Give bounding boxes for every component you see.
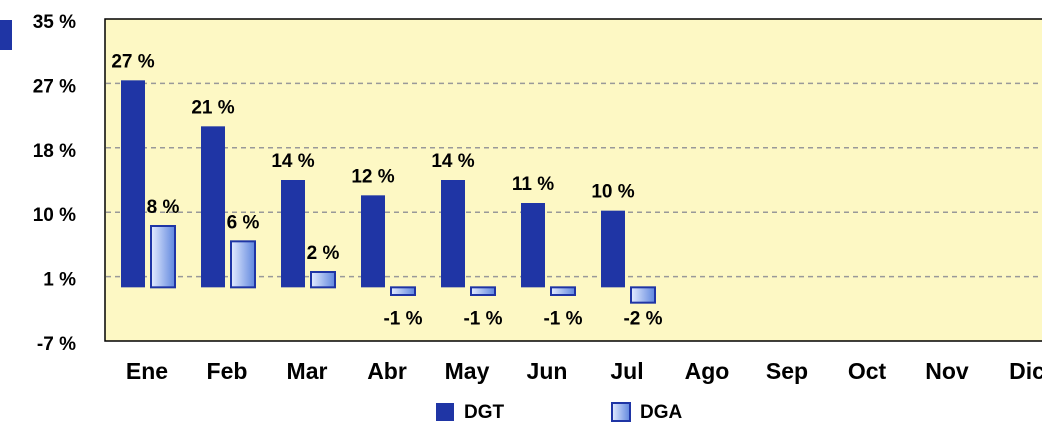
- x-tick-label: Ago: [685, 358, 730, 384]
- legend-edge: [0, 20, 12, 50]
- data-label: 14 %: [431, 151, 474, 172]
- bar: [121, 80, 145, 288]
- y-tick-label: 27 %: [33, 76, 76, 97]
- data-label: -1 %: [543, 308, 582, 329]
- bar: [150, 225, 176, 289]
- data-label: 8 %: [147, 197, 180, 218]
- bar: [521, 203, 545, 288]
- bar: [550, 286, 576, 297]
- bar: [201, 126, 225, 288]
- bar: [441, 180, 465, 288]
- x-tick-label: Oct: [848, 358, 887, 384]
- x-tick-label: Nov: [925, 358, 969, 384]
- y-tick-label: 18 %: [33, 141, 76, 162]
- x-tick-label: Mar: [287, 358, 328, 384]
- bar: [390, 286, 416, 297]
- x-tick-label: Feb: [207, 358, 248, 384]
- x-tick-label: Jul: [610, 358, 643, 384]
- data-label: 14 %: [271, 151, 314, 172]
- data-label: 12 %: [351, 166, 394, 187]
- legend-swatch: [436, 403, 454, 421]
- bar: [281, 180, 305, 288]
- x-tick-label: May: [445, 358, 490, 384]
- x-tick-label: Dic: [1009, 358, 1042, 384]
- data-label: -1 %: [463, 308, 502, 329]
- data-label: 27 %: [111, 51, 154, 72]
- y-tick-label: 1 %: [43, 270, 76, 291]
- legend-swatch: [611, 402, 631, 422]
- bar: [470, 286, 496, 297]
- bar: [601, 210, 625, 288]
- data-label: 10 %: [591, 182, 634, 203]
- x-tick-label: Jun: [527, 358, 568, 384]
- x-tick-label: Abr: [367, 358, 407, 384]
- bar: [230, 240, 256, 289]
- data-label: -2 %: [623, 308, 662, 329]
- data-label: 21 %: [191, 97, 234, 118]
- data-label: 6 %: [227, 212, 260, 233]
- y-tick-label: -7 %: [37, 334, 76, 355]
- bar: [310, 271, 336, 289]
- data-label: -1 %: [383, 308, 422, 329]
- data-label: 11 %: [512, 174, 554, 195]
- bar: [361, 195, 385, 288]
- bar: [630, 286, 656, 304]
- x-tick-label: Ene: [126, 358, 168, 384]
- y-tick-label: 35 %: [33, 12, 76, 33]
- data-label: 2 %: [307, 243, 340, 264]
- x-tick-label: Sep: [766, 358, 808, 384]
- legend-label: DGA: [640, 402, 683, 423]
- y-tick-label: 10 %: [33, 205, 76, 226]
- legend-label: DGT: [464, 402, 505, 423]
